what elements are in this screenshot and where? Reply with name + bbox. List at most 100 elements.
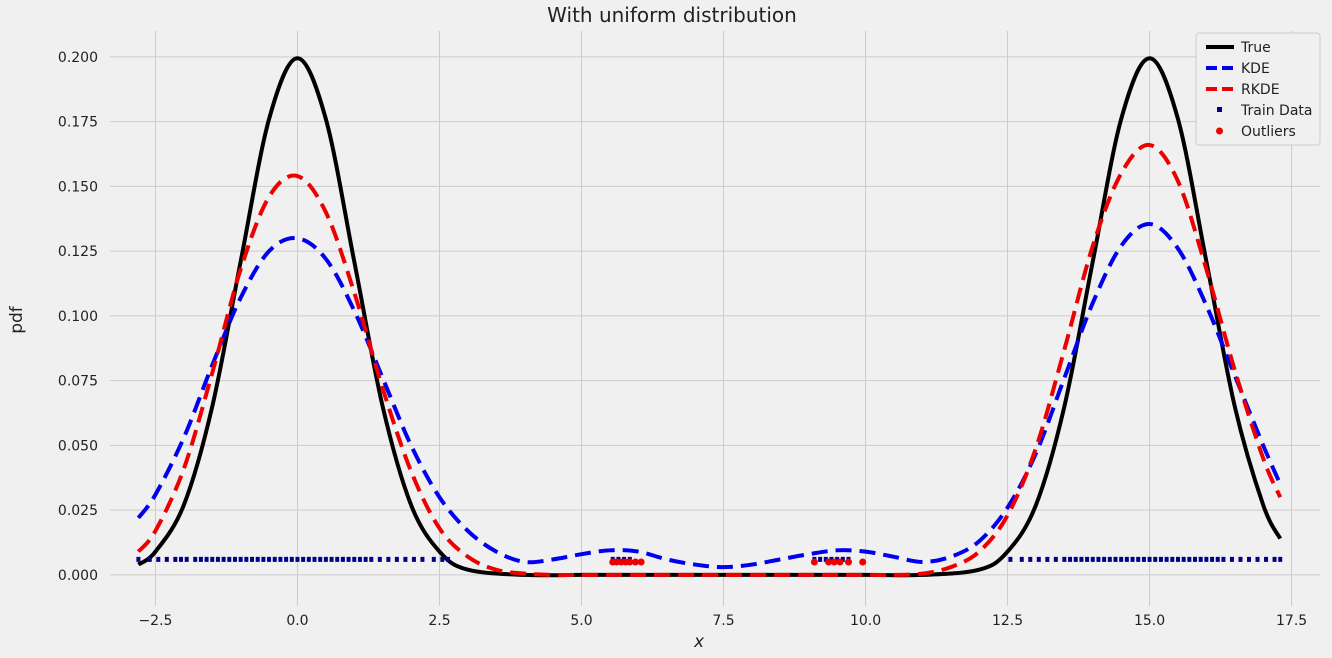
train-data-point <box>301 556 306 562</box>
train-data-point <box>1215 556 1220 562</box>
legend-train-swatch <box>1217 107 1222 112</box>
train-data-point <box>1102 556 1107 562</box>
train-data-point <box>312 556 317 562</box>
train-data-point <box>1045 556 1050 562</box>
x-tick-label: 10.0 <box>850 613 881 629</box>
series-line-kde <box>136 221 1283 570</box>
train-data-point <box>295 556 300 562</box>
train-data-point <box>352 556 357 562</box>
train-data-point <box>1255 556 1260 562</box>
train-data-point <box>1019 556 1024 562</box>
train-data-point <box>1193 556 1198 562</box>
train-data-point <box>1062 556 1067 562</box>
series-line-rkde <box>136 142 1283 578</box>
y-tick-label: 0.075 <box>58 374 98 390</box>
x-tick-label: 2.5 <box>428 613 450 629</box>
x-tick-label: 12.5 <box>992 613 1023 629</box>
train-data-point <box>306 556 311 562</box>
train-data-point <box>232 556 237 562</box>
train-data-point <box>323 556 328 562</box>
legend-train-label: Train Data <box>1240 103 1312 119</box>
train-data-point <box>227 556 232 562</box>
train-data-point <box>394 556 399 562</box>
outlier-point <box>626 558 634 566</box>
series-lines <box>136 56 1283 578</box>
train-data-point <box>1096 556 1101 562</box>
train-data-point <box>1175 556 1180 562</box>
train-data-point <box>1221 556 1226 562</box>
train-data-point <box>210 556 215 562</box>
train-data-point <box>346 556 351 562</box>
train-data-point <box>244 556 249 562</box>
train-data-point <box>420 556 425 562</box>
train-data-point <box>272 556 277 562</box>
train-data-point <box>829 556 834 562</box>
train-data-point <box>840 556 845 562</box>
train-data-point <box>357 556 362 562</box>
train-data-point <box>1136 556 1141 562</box>
train-data-point <box>173 556 178 562</box>
y-tick-label: 0.200 <box>58 50 98 66</box>
y-tick-label: 0.000 <box>58 568 98 584</box>
train-data-point <box>278 556 283 562</box>
legend-rkde-label: RKDE <box>1241 82 1280 98</box>
train-data-point <box>1124 556 1129 562</box>
train-data-point <box>1036 556 1041 562</box>
train-data-point <box>1119 556 1124 562</box>
outlier-point <box>830 558 838 566</box>
train-data-point <box>446 556 451 562</box>
train-data-point <box>823 556 828 562</box>
train-data-point <box>147 556 152 562</box>
train-data-point <box>1278 556 1283 562</box>
train-data-point <box>1107 556 1112 562</box>
legend-outliers-swatch <box>1216 127 1223 135</box>
y-axis-label: pdf <box>7 305 27 334</box>
legend-box <box>1195 32 1321 146</box>
train-data-point <box>1204 556 1209 562</box>
train-data-point <box>1158 556 1163 562</box>
train-data-point <box>1198 556 1203 562</box>
train-data-point <box>179 556 184 562</box>
train-data-point <box>215 556 220 562</box>
train-data-point <box>440 556 445 562</box>
train-data-point <box>136 556 141 562</box>
train-data-point <box>411 556 416 562</box>
train-data-point <box>431 556 436 562</box>
train-data-point <box>261 556 266 562</box>
outlier-point <box>825 558 833 566</box>
outlier-point <box>810 558 818 566</box>
train-data-point <box>1073 556 1078 562</box>
train-data-point <box>1229 556 1234 562</box>
train-data-point <box>818 556 823 562</box>
train-data-point <box>1085 556 1090 562</box>
x-axis-label: x <box>693 632 705 652</box>
outlier-point <box>637 558 645 566</box>
outlier-point <box>844 558 852 566</box>
x-tick-label: 17.5 <box>1276 613 1307 629</box>
train-data-point <box>363 556 368 562</box>
train-data-point <box>1238 556 1243 562</box>
train-data-point <box>335 556 340 562</box>
train-data-point <box>156 556 161 562</box>
outlier-point <box>859 558 867 566</box>
grid-lines <box>110 31 1320 606</box>
train-data-point <box>238 556 243 562</box>
y-axis-ticks: 0.000 0.025 0.050 0.075 0.100 0.125 0.150 0.175… <box>58 50 98 584</box>
legend-kde-label: KDE <box>1241 61 1270 77</box>
train-data-point <box>289 556 294 562</box>
train-data-point <box>386 556 391 562</box>
data-points <box>136 556 1283 566</box>
train-data-point <box>1264 556 1269 562</box>
train-data-point <box>204 556 209 562</box>
train-data-point <box>340 556 345 562</box>
train-data-point <box>1068 556 1073 562</box>
train-data-point <box>1141 556 1146 562</box>
train-data-point <box>184 556 189 562</box>
train-data-point <box>377 556 382 562</box>
train-data-point <box>1272 556 1277 562</box>
x-tick-label: 5.0 <box>570 613 592 629</box>
train-data-point <box>1147 556 1152 562</box>
legend: True KDE RKDE Train Data Outliers <box>1195 32 1321 146</box>
chart-title: With uniform distribution <box>547 3 797 27</box>
